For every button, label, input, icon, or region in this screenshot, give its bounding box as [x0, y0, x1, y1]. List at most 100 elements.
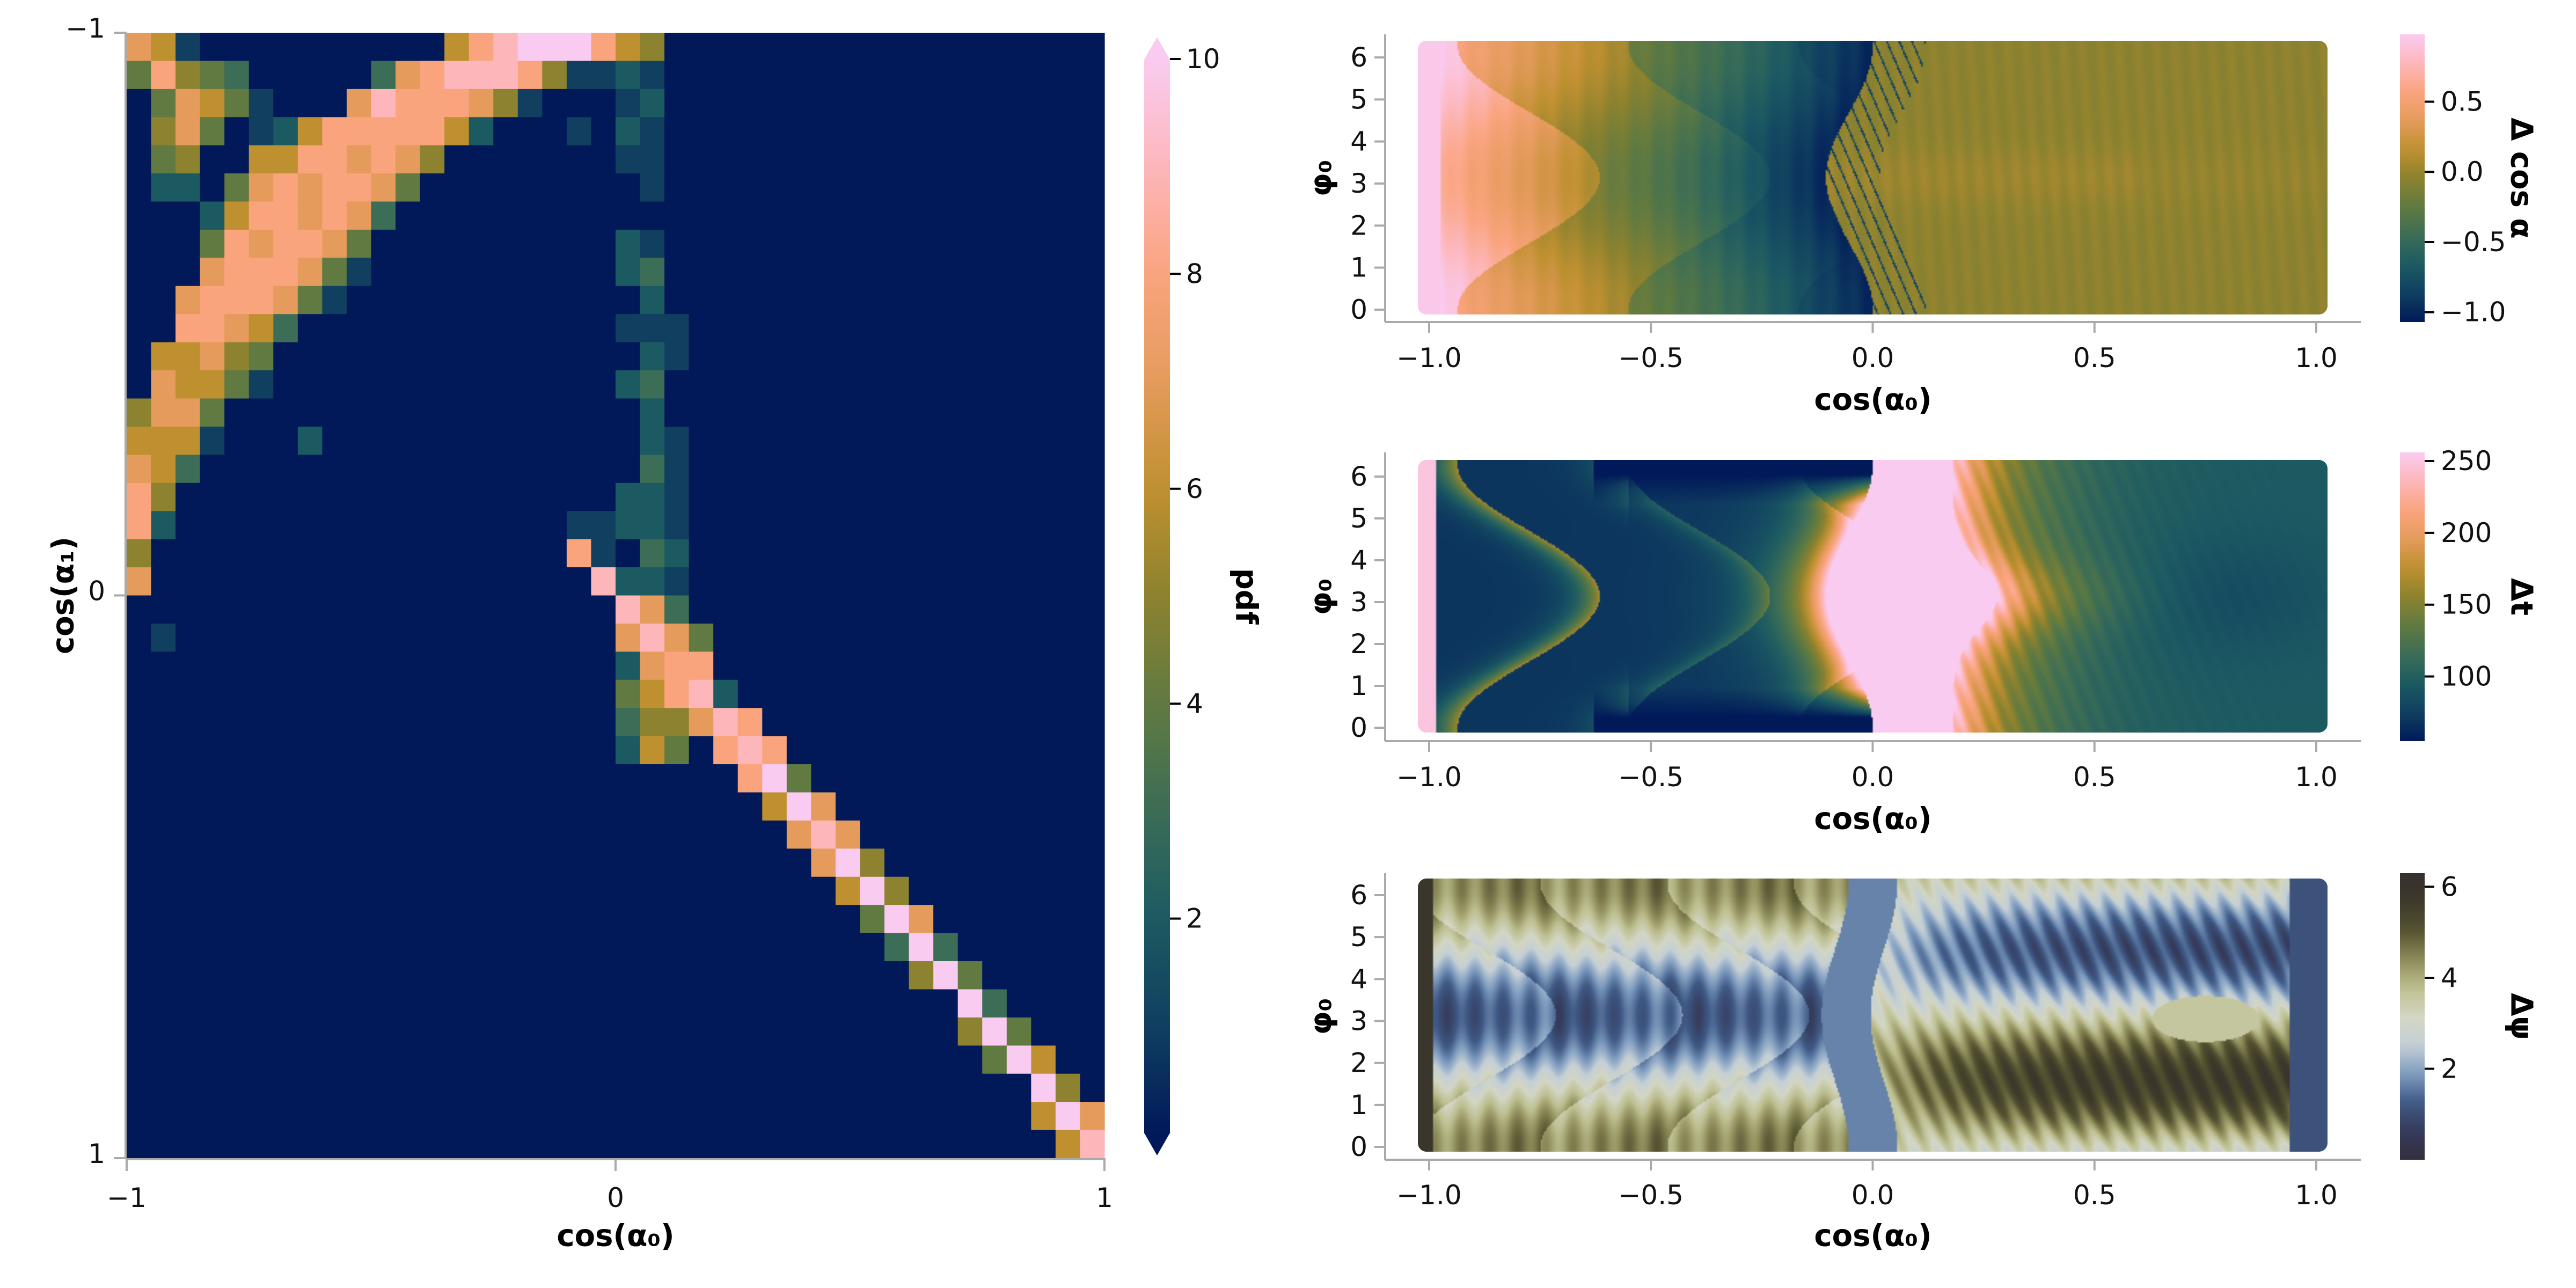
y-tick-label: 5 [1350, 921, 1367, 953]
heatmap-cell [616, 145, 641, 174]
heatmap-cell [689, 567, 714, 596]
heatmap-cell [297, 201, 323, 230]
x-tick-label: 1.0 [2295, 342, 2338, 374]
x-tick-label: −0.5 [1619, 1180, 1684, 1211]
heatmap-cell [786, 61, 811, 90]
heatmap-cell [1080, 539, 1105, 568]
heatmap-cell [664, 201, 690, 230]
heatmap-cell [346, 145, 372, 174]
heatmap-cell [737, 511, 763, 540]
heatmap-cell [737, 145, 763, 174]
heatmap-cell [737, 595, 763, 624]
heatmap-cell [224, 708, 250, 737]
heatmap-cell [909, 679, 934, 708]
heatmap-cell [371, 511, 396, 540]
heatmap-cell [689, 595, 714, 624]
heatmap-cell [982, 482, 1007, 511]
heatmap-cell [957, 876, 983, 905]
heatmap-cell [591, 905, 616, 934]
heatmap-cell [762, 117, 787, 146]
heatmap-cell [737, 567, 763, 596]
x-tick-label: −1 [107, 1182, 147, 1213]
heatmap-cell [982, 314, 1007, 343]
heatmap-cell [1080, 455, 1105, 484]
heatmap-cell [346, 708, 372, 737]
heatmap-cell [1031, 652, 1056, 680]
heatmap-cell [444, 1130, 470, 1159]
heatmap-cell [737, 342, 763, 371]
heatmap-cell [346, 511, 372, 540]
heatmap-cell [1080, 286, 1105, 314]
heatmap-cell [982, 652, 1007, 680]
heatmap-cell [1055, 89, 1081, 118]
heatmap-cell [273, 652, 298, 680]
heatmap-cell [493, 708, 518, 737]
heatmap-cell [542, 61, 567, 90]
heatmap-cell [786, 201, 811, 230]
heatmap-cell [248, 1017, 274, 1046]
heatmap-cell [566, 1130, 592, 1159]
heatmap-cell [200, 876, 225, 905]
heatmap-cell [371, 1045, 396, 1074]
heatmap-cell [640, 623, 665, 652]
heatmap-cell [151, 398, 176, 427]
heatmap-cell [224, 201, 250, 230]
heatmap-cell [200, 961, 225, 990]
heatmap-cell [151, 905, 176, 934]
heatmap-cell [248, 820, 274, 849]
heatmap-cell [860, 455, 885, 484]
heatmap-cell [469, 398, 494, 427]
heatmap-cell [493, 173, 518, 202]
heatmap-cell [1080, 1045, 1105, 1074]
heatmap-cell [127, 455, 152, 484]
colorbar-label: Δ cos α [2504, 118, 2539, 239]
heatmap-cell [469, 482, 494, 511]
heatmap-cell [396, 286, 421, 314]
heatmap-cell [933, 117, 958, 146]
heatmap-cell [346, 595, 372, 624]
heatmap-cell [933, 623, 958, 652]
heatmap-cell [469, 286, 494, 314]
heatmap-cell [224, 876, 250, 905]
heatmap-cell [957, 905, 983, 934]
heatmap-cell [640, 989, 665, 1018]
heatmap-cell [322, 482, 347, 511]
heatmap-cell [371, 623, 396, 652]
heatmap-cell [664, 286, 690, 314]
heatmap-cell [297, 258, 323, 287]
x-tick-label: 0 [607, 1182, 624, 1213]
heatmap-cell [640, 173, 665, 202]
heatmap-cell [273, 933, 298, 962]
heatmap-cell [346, 1017, 372, 1046]
heatmap-cell [909, 201, 934, 230]
heatmap-cell [420, 258, 445, 287]
heatmap-cell [713, 1073, 738, 1102]
colorbar-high-extension [1144, 37, 1170, 60]
heatmap-cell [346, 820, 372, 849]
heatmap-cell [762, 201, 787, 230]
heatmap-cell [1055, 314, 1081, 343]
heatmap-cell [811, 258, 836, 287]
heatmap-cell [151, 933, 176, 962]
heatmap-cell [884, 314, 910, 343]
heatmap-cell [957, 736, 983, 765]
heatmap-cell [713, 1102, 738, 1131]
heatmap-cell [835, 792, 861, 821]
heatmap-cell [982, 370, 1007, 399]
heatmap-cell [200, 1045, 225, 1074]
heatmap-cell [396, 989, 421, 1018]
heatmap-cell [957, 229, 983, 258]
heatmap-cell [224, 286, 250, 314]
heatmap-cell [151, 848, 176, 877]
heatmap-cell [151, 820, 176, 849]
heatmap-cell [786, 173, 811, 202]
heatmap-cell [957, 820, 983, 849]
heatmap-cell [982, 229, 1007, 258]
heatmap-cell [517, 173, 543, 202]
y-axis-label: φ₀ [1304, 579, 1339, 615]
heatmap-cell [1055, 933, 1081, 962]
heatmap-cell [493, 426, 518, 455]
heatmap-cell [689, 905, 714, 934]
heatmap-cell [933, 145, 958, 174]
heatmap-cell [713, 482, 738, 511]
